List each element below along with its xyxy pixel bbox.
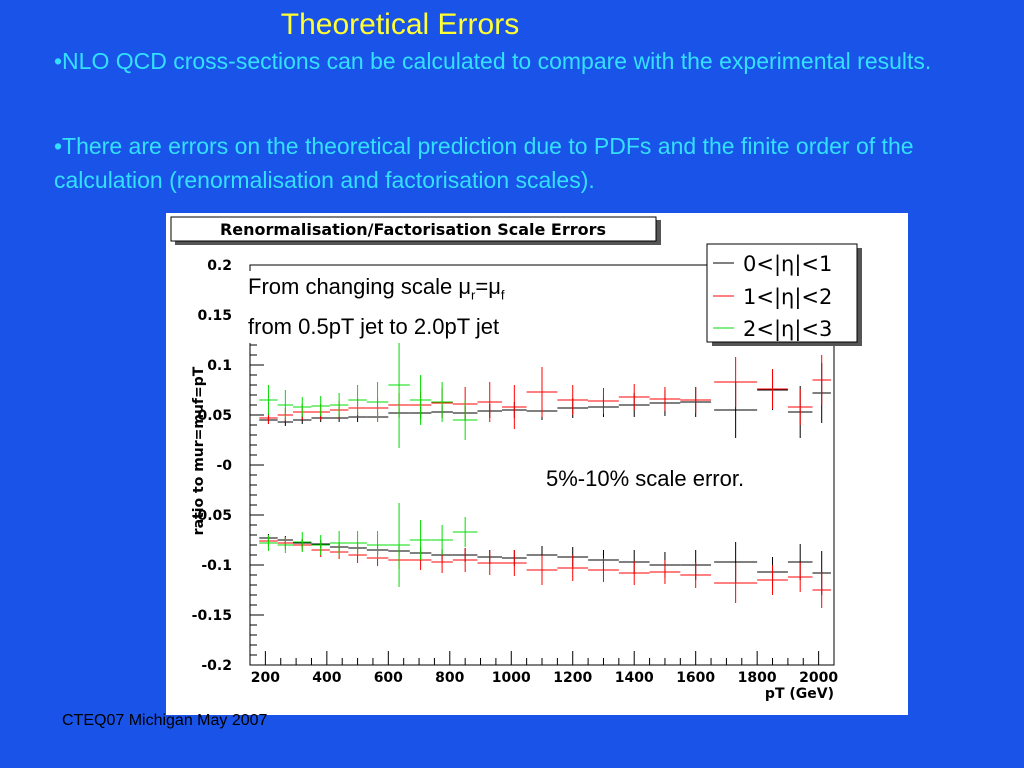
- y-tick-label: 0.05: [197, 408, 232, 424]
- y-tick-label: -0.2: [201, 658, 232, 674]
- series-1<|η|<2: [259, 535, 831, 608]
- y-tick-label: -0.15: [192, 608, 232, 624]
- scale-change-annotation: From changing scale μr=μf from 0.5pT jet…: [248, 271, 505, 344]
- legend-frame: [706, 243, 858, 343]
- y-tick-label: 0.2: [207, 258, 232, 274]
- scale-annotation-eq: =μ: [475, 274, 501, 299]
- series-2<|η|<3: [259, 503, 478, 587]
- slide-title: Theoretical Errors: [280, 8, 520, 41]
- footer-text: CTEQ07 Michigan May 2007: [62, 712, 268, 729]
- x-tick-label: 1600: [676, 670, 715, 686]
- chart-title-frame: [170, 216, 657, 242]
- x-tick-label: 1000: [492, 670, 531, 686]
- legend: 0<|η|<1 1<|η|<2 2<|η|<3: [706, 243, 862, 346]
- x-tick-label: 1200: [553, 670, 592, 686]
- series-2<|η|<3: [259, 322, 478, 448]
- x-axis-ticks: 200 400 600 800 1000 1200 1400 1600 1800 2000: [249, 651, 838, 686]
- y-tick-label: -0.1: [201, 558, 232, 574]
- y-tick-label: 0.1: [207, 358, 232, 374]
- x-tick-label: 2000: [799, 670, 838, 686]
- bullet-theory-errors: •There are errors on the theoretical pre…: [54, 133, 914, 193]
- y-tick-label: -0.05: [192, 508, 232, 524]
- chart-title: Renormalisation/Factorisation Scale Erro…: [220, 220, 606, 239]
- chart-title-box: Renormalisation/Factorisation Scale Erro…: [170, 216, 661, 245]
- y-axis-label: ratio to mur=muf=pT: [191, 366, 207, 535]
- data-points-layer: [259, 322, 831, 608]
- x-tick-label: 1400: [615, 670, 654, 686]
- scale-annotation-range: from 0.5pT jet to 2.0pT jet: [248, 314, 500, 340]
- x-tick-label: 600: [374, 670, 403, 686]
- scale-annotation-sub-f: f: [500, 287, 505, 303]
- legend-label-eta-0-1: 0<|η|<1: [743, 252, 832, 277]
- legend-label-eta-2-3: 2<|η|<3: [743, 317, 832, 342]
- x-tick-label: 200: [251, 670, 280, 686]
- y-tick-label: 0.15: [197, 308, 232, 324]
- x-tick-label: 800: [435, 670, 464, 686]
- scale-error-annotation: 5%-10% scale error.: [546, 466, 745, 491]
- y-tick-label: -0: [216, 458, 232, 474]
- scale-annotation-prefix: From changing scale μ: [248, 274, 471, 299]
- bullet-nlo-qcd: •NLO QCD cross-sections can be calculate…: [54, 48, 932, 74]
- x-axis-label: pT (GeV): [765, 686, 834, 702]
- scale-annotation-sub-r: r: [471, 287, 476, 303]
- x-tick-label: 400: [312, 670, 341, 686]
- chart-panel: Renormalisation/Factorisation Scale Erro…: [166, 213, 908, 715]
- x-tick-label: 1800: [738, 670, 777, 686]
- legend-label-eta-1-2: 1<|η|<2: [743, 285, 832, 310]
